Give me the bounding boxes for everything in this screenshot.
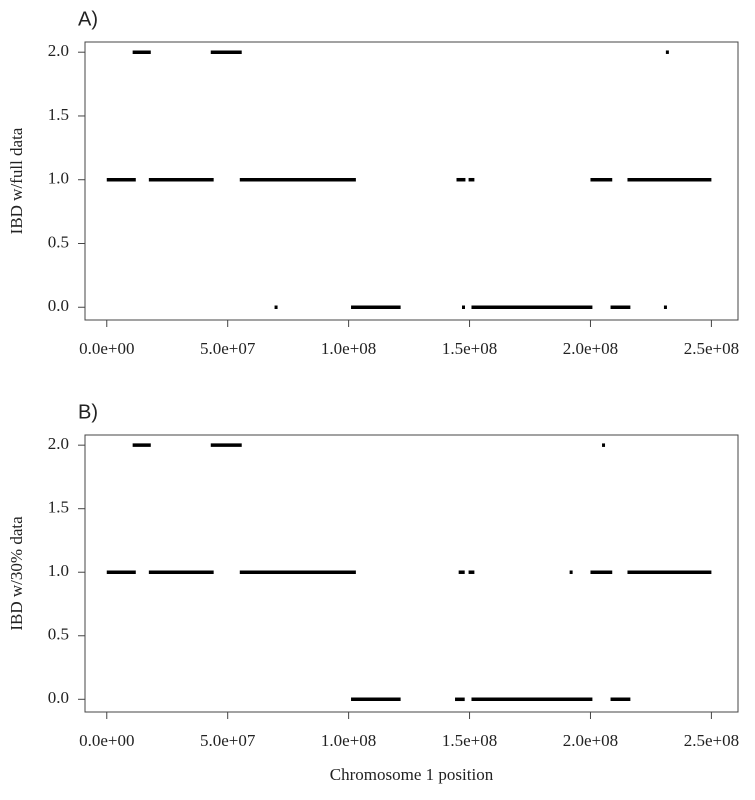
- y-tick-label: 0.0: [48, 296, 69, 315]
- y-tick-label: 1.0: [48, 169, 69, 188]
- y-tick-label: 0.5: [48, 625, 69, 644]
- y-tick-label: 2.0: [48, 41, 69, 60]
- y-axis-label: IBD w/30% data: [7, 516, 26, 631]
- y-tick-label: 2.0: [48, 434, 69, 453]
- x-tick-label: 0.0e+00: [79, 731, 134, 750]
- x-tick-label: 1.5e+08: [442, 339, 497, 358]
- x-tick-label: 2.0e+08: [563, 339, 618, 358]
- x-tick-label: 2.5e+08: [684, 339, 739, 358]
- panel-label: B): [78, 401, 98, 423]
- x-tick-label: 5.0e+07: [200, 339, 256, 358]
- y-tick-label: 1.5: [48, 105, 69, 124]
- x-tick-label: 2.0e+08: [563, 731, 618, 750]
- x-axis-label: Chromosome 1 position: [330, 765, 494, 784]
- y-tick-label: 0.0: [48, 688, 69, 707]
- panel-label: A): [78, 8, 98, 30]
- x-tick-label: 2.5e+08: [684, 731, 739, 750]
- plot-frame: [84, 434, 739, 713]
- y-tick-label: 0.5: [48, 232, 69, 251]
- x-tick-label: 1.5e+08: [442, 731, 497, 750]
- x-tick-label: 1.0e+08: [321, 731, 376, 750]
- plot-frame: [84, 41, 739, 321]
- y-tick-label: 1.0: [48, 561, 69, 580]
- x-tick-label: 5.0e+07: [200, 731, 256, 750]
- y-tick-label: 1.5: [48, 498, 69, 517]
- y-axis-label: IBD w/full data: [7, 127, 26, 234]
- x-tick-label: 0.0e+00: [79, 339, 134, 358]
- x-tick-label: 1.0e+08: [321, 339, 376, 358]
